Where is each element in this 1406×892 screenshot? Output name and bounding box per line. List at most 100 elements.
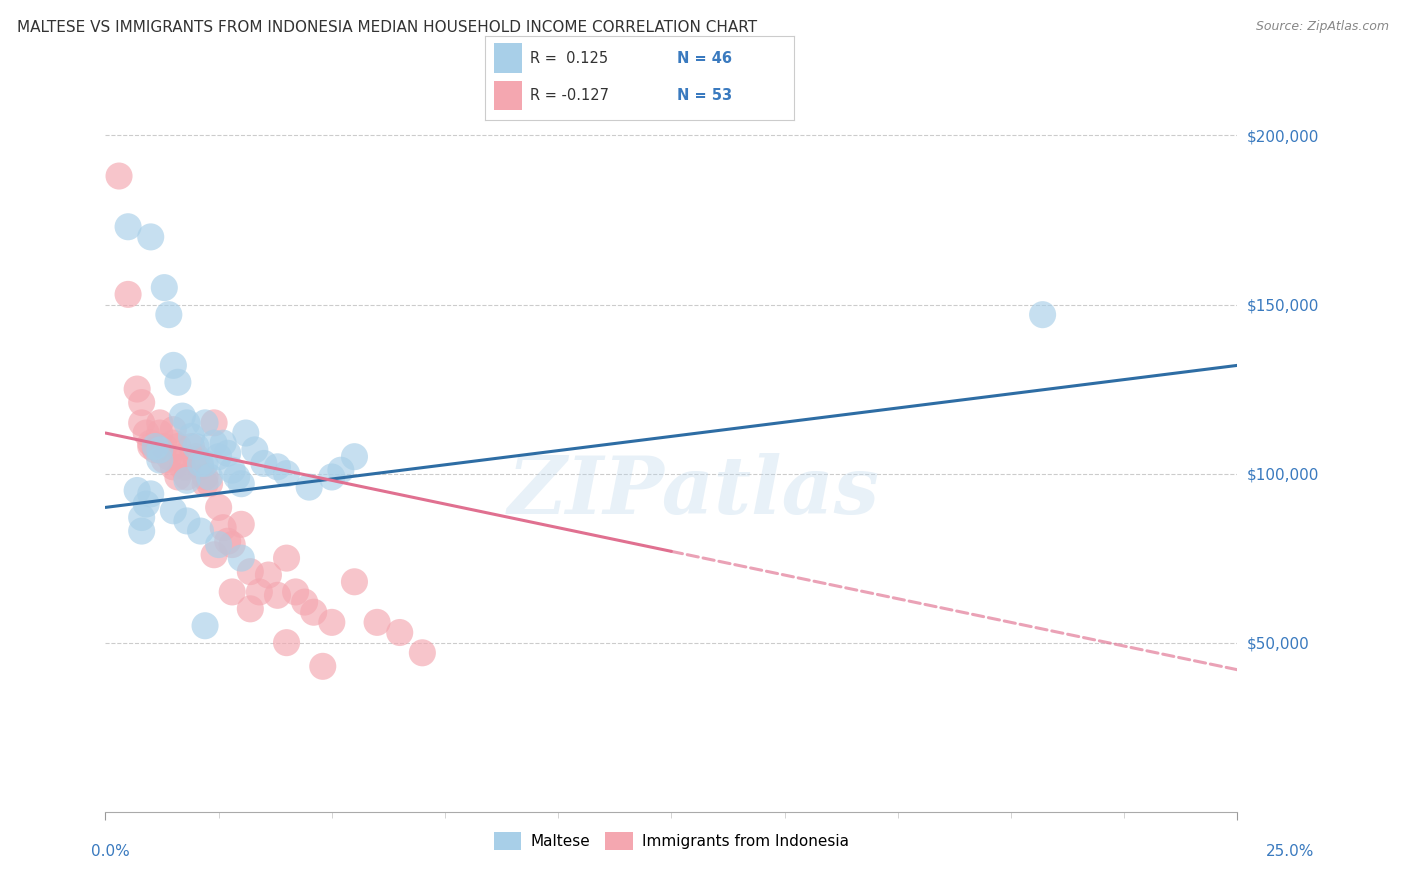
Point [139,436,162,450]
Point [180,429,202,443]
Point [176,459,198,474]
Point [276,635,298,649]
Point [131,510,153,524]
Point [257,568,280,582]
Point [172,459,194,474]
Text: 25.0%: 25.0% [1267,845,1315,859]
Point [176,514,198,528]
Point [176,474,198,488]
Point [190,459,212,474]
Point [221,538,243,552]
Text: N = 53: N = 53 [676,88,733,103]
Point [208,450,231,464]
Point [212,436,235,450]
Point [184,440,207,454]
Point [176,416,198,430]
Point [131,416,153,430]
Point [366,615,388,630]
Point [149,416,172,430]
Point [388,625,411,640]
Point [153,453,176,467]
Point [321,470,343,484]
Point [202,436,225,450]
Point [194,416,217,430]
Point [266,588,288,602]
Bar [495,80,522,111]
Point [139,230,162,244]
Point [321,615,343,630]
Text: 0.0%: 0.0% [91,845,131,859]
Point [266,459,288,474]
Point [184,450,207,464]
Point [343,450,366,464]
Point [298,480,321,494]
Point [208,538,231,552]
Point [1032,308,1054,322]
Point [190,457,212,471]
Legend: Maltese, Immigrants from Indonesia: Maltese, Immigrants from Indonesia [488,826,855,856]
Text: ZIPatlas: ZIPatlas [508,453,880,531]
Point [157,308,180,322]
Point [162,423,184,437]
Point [135,497,157,511]
Point [153,280,176,294]
Text: N = 46: N = 46 [676,51,733,66]
Point [184,453,207,467]
Point [139,440,162,454]
Point [194,470,217,484]
Point [143,440,166,454]
Point [217,446,239,460]
Point [284,585,307,599]
Point [198,476,221,491]
Point [162,459,184,474]
Point [180,440,202,454]
Point [149,442,172,457]
Point [172,409,194,423]
Point [343,574,366,589]
Point [221,463,243,477]
Point [149,425,172,440]
Point [253,457,276,471]
Point [231,476,253,491]
Bar [495,44,522,73]
Text: R = -0.127: R = -0.127 [530,88,609,103]
Point [212,521,235,535]
Point [208,500,231,515]
Point [190,524,212,538]
Point [276,467,298,481]
Point [202,548,225,562]
Point [239,565,262,579]
Point [231,551,253,566]
Point [117,219,139,234]
Point [198,470,221,484]
Point [117,287,139,301]
Point [243,442,266,457]
Point [302,605,325,619]
Point [231,517,253,532]
Point [127,382,149,396]
Point [143,442,166,457]
Point [176,470,198,484]
Point [162,359,184,373]
Point [167,376,190,390]
Text: R =  0.125: R = 0.125 [530,51,607,66]
Point [239,602,262,616]
Text: MALTESE VS IMMIGRANTS FROM INDONESIA MEDIAN HOUSEHOLD INCOME CORRELATION CHART: MALTESE VS IMMIGRANTS FROM INDONESIA MED… [17,20,756,35]
Point [135,425,157,440]
Point [411,646,433,660]
Point [247,585,270,599]
Point [194,476,217,491]
Point [108,169,131,183]
Point [194,619,217,633]
Point [153,440,176,454]
Point [127,483,149,498]
Point [157,450,180,464]
Point [167,440,190,454]
Point [329,463,352,477]
Point [194,457,217,471]
Point [312,659,335,673]
Point [217,534,239,549]
Point [149,453,172,467]
Point [276,551,298,566]
Point [162,436,184,450]
